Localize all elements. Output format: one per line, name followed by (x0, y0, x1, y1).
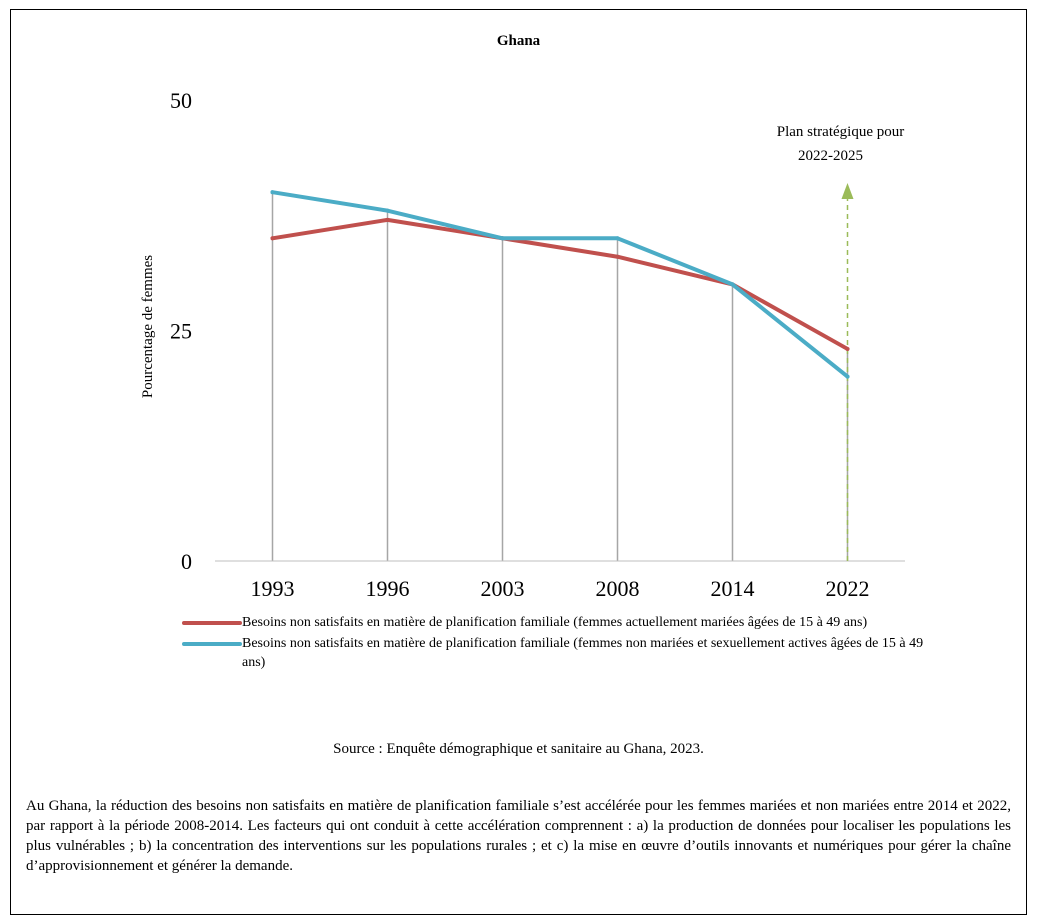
data-point-unmarried-1996 (385, 208, 390, 213)
series-line-married (270, 217, 850, 351)
x-tick-label-2003: 2003 (481, 576, 525, 601)
x-tick-label-2008: 2008 (596, 576, 640, 601)
data-point-unmarried-1993 (270, 190, 275, 195)
figure-frame (10, 9, 1027, 915)
line-chart: 0 25 50 1993 1996 2003 2008 2014 2022 Pourcentage… (140, 88, 905, 601)
y-tick-label-50: 50 (170, 88, 192, 113)
y-axis-label: Pourcentage de femmes (140, 255, 156, 398)
data-point-unmarried-2014 (730, 282, 735, 287)
legend-item-unmarried: Besoins non satisfaits en matière de pla… (182, 634, 942, 672)
chart-legend: Besoins non satisfaits en matière de pla… (182, 613, 942, 672)
x-tick-label-2014: 2014 (711, 576, 755, 601)
data-point-married-1993 (270, 236, 275, 241)
y-tick-label-25: 25 (170, 319, 192, 344)
data-point-unmarried-2003 (500, 236, 505, 241)
x-tick-label-1993: 1993 (251, 576, 295, 601)
x-tick-label-2022: 2022 (826, 576, 870, 601)
series-line-unmarried (270, 190, 850, 379)
data-point-married-2022 (845, 346, 850, 351)
legend-label-married: Besoins non satisfaits en matière de pla… (242, 615, 868, 630)
y-tick-label-0: 0 (181, 549, 192, 574)
data-point-married-1996 (385, 217, 390, 222)
body-paragraph: Au Ghana, la réduction des besoins non s… (26, 798, 1011, 874)
data-point-unmarried-2022 (845, 374, 850, 379)
legend-swatch-unmarried (182, 642, 242, 646)
source-note: Source : Enquête démographique et sanita… (333, 741, 704, 757)
data-point-married-2008 (615, 254, 620, 259)
x-tick-label-1996: 1996 (366, 576, 410, 601)
legend-label-unmarried: Besoins non satisfaits en matière de pla… (242, 636, 924, 670)
annotation-text-line2: 2022-2025 (798, 148, 863, 164)
chart-title: Ghana (496, 33, 541, 49)
annotation-text-line1: Plan stratégique pour (777, 124, 904, 140)
legend-item-married: Besoins non satisfaits en matière de pla… (182, 613, 942, 632)
data-point-unmarried-2008 (615, 236, 620, 241)
annotation-arrowhead (841, 183, 854, 199)
legend-swatch-married (182, 621, 242, 625)
